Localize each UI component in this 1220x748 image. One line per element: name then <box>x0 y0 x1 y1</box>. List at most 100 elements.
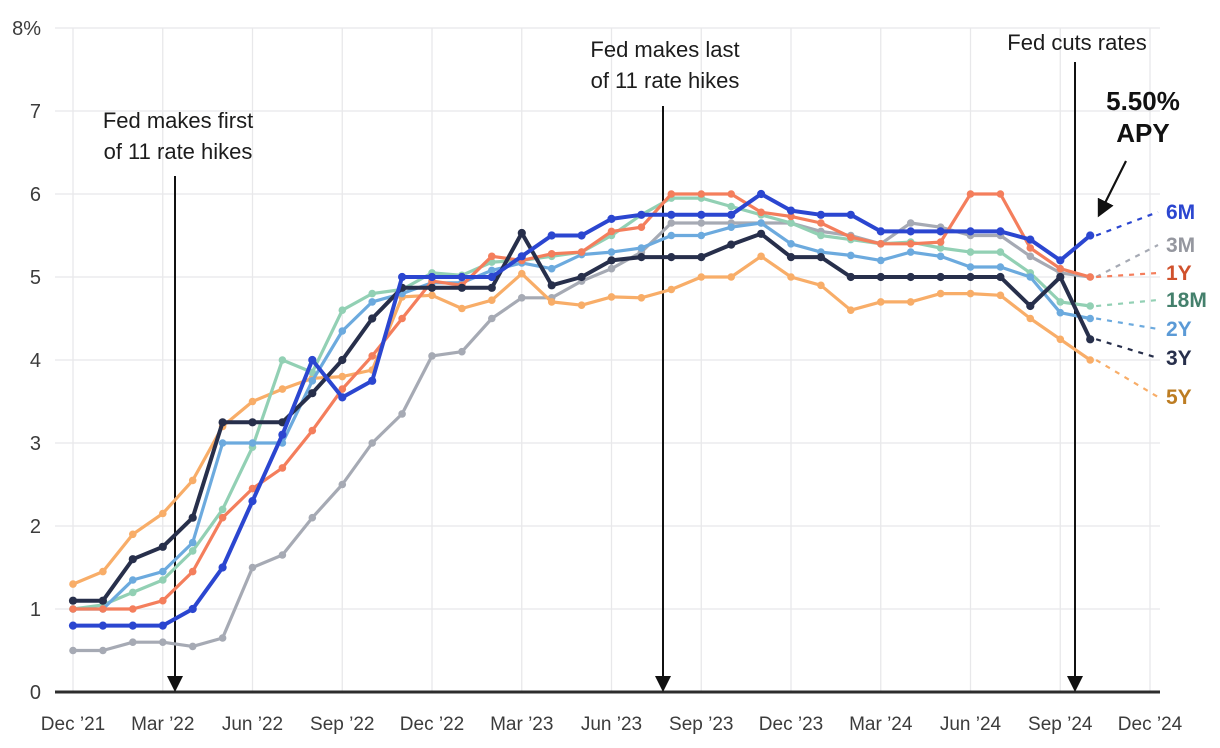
series-point-3Y <box>517 228 526 238</box>
legend-leader-5Y <box>1095 359 1159 398</box>
series-point-5Y <box>428 291 436 300</box>
series-point-5Y <box>847 306 855 315</box>
legend-label-5Y: 5Y <box>1166 386 1192 409</box>
series-point-18M <box>1056 298 1065 306</box>
series-point-6M <box>218 563 227 572</box>
series-point-2Y <box>757 219 765 227</box>
series-point-18M <box>159 576 167 584</box>
series-point-6M <box>308 355 317 365</box>
legend-leader-6M <box>1095 210 1159 237</box>
series-point-1Y <box>607 227 616 236</box>
series-point-6M <box>607 214 616 223</box>
event-text-line: Fed cuts rates <box>1007 30 1146 55</box>
legend-leader-3M <box>1095 244 1159 278</box>
series-point-1Y <box>877 240 885 248</box>
series-point-6M <box>338 393 347 402</box>
y-tick-label-3: 3 <box>30 433 41 455</box>
series-point-1Y <box>637 223 646 231</box>
series-point-2Y <box>936 252 945 261</box>
y-tick-label-0: 0 <box>30 682 41 704</box>
rate-callout-arrow <box>1097 160 1127 218</box>
series-point-6M <box>457 272 466 282</box>
series-point-3M <box>428 352 436 360</box>
series-point-3M <box>188 642 197 651</box>
series-point-5Y <box>547 298 556 306</box>
series-point-1Y <box>278 464 287 472</box>
series-point-3Y <box>427 283 437 292</box>
series-point-1Y <box>338 385 347 393</box>
series-point-1Y <box>129 605 137 613</box>
series-point-3Y <box>1026 301 1035 311</box>
series-point-6M <box>278 430 287 439</box>
y-tick-label-6: 6 <box>30 184 41 206</box>
series-point-2Y <box>667 231 676 240</box>
series-point-1Y <box>218 513 227 522</box>
series-6M <box>68 189 1095 630</box>
legend-leader-2Y <box>1095 317 1159 331</box>
series-point-3Y <box>218 418 227 427</box>
series-point-6M <box>697 210 706 219</box>
series-point-3Y <box>457 283 466 292</box>
legend-label-1Y: 1Y <box>1166 262 1192 285</box>
series-line-3M <box>71 221 1092 653</box>
series-point-6M <box>1026 235 1035 244</box>
series-point-6M <box>906 227 915 236</box>
series-point-3Y <box>727 240 736 249</box>
series-point-5Y <box>996 291 1005 300</box>
series-point-5Y <box>936 289 945 298</box>
event-text-line: Fed makes first <box>103 108 253 133</box>
x-tick-label-10: Jun ’24 <box>940 714 1002 735</box>
series-point-2Y <box>787 240 795 248</box>
series-point-6M <box>128 621 137 630</box>
series-point-1Y <box>159 596 167 605</box>
series-point-3Y <box>547 281 556 290</box>
event-annotation-1: Fed makes last of 11 rate hikes <box>590 37 740 692</box>
series-point-6M <box>68 621 78 630</box>
series-point-1Y <box>1086 273 1094 281</box>
series-point-6M <box>637 210 646 219</box>
legend-label-6M: 6M <box>1166 201 1195 224</box>
series-point-3Y <box>846 272 855 282</box>
series-point-3Y <box>936 272 945 282</box>
series-point-5Y <box>188 476 197 485</box>
series-point-6M <box>98 621 107 630</box>
series-point-1Y <box>966 190 975 198</box>
series-point-18M <box>218 505 227 514</box>
series-point-3M <box>697 219 706 227</box>
series-point-1Y <box>368 352 377 360</box>
series-point-6M <box>876 227 885 236</box>
series-point-1Y <box>188 567 197 576</box>
series-point-6M <box>786 206 796 215</box>
legend-label-18M: 18M <box>1166 289 1207 312</box>
series-point-6M <box>188 604 197 614</box>
series-point-1Y <box>248 484 257 493</box>
series-point-2Y <box>488 266 496 275</box>
event-arrowhead <box>167 676 183 692</box>
series-point-2Y <box>129 576 137 584</box>
event-arrowhead <box>1067 676 1083 692</box>
legend-2Y: 2Y <box>1095 317 1192 341</box>
series-point-1Y <box>936 238 945 246</box>
series-point-3M <box>338 480 347 489</box>
series-3M <box>69 219 1094 655</box>
series-point-3M <box>308 513 317 522</box>
series-point-3M <box>248 563 257 572</box>
series-point-5Y <box>966 289 975 298</box>
grid-layer <box>55 27 1160 692</box>
series-point-6M <box>996 227 1005 236</box>
event-text-line: of 11 rate hikes <box>591 68 740 93</box>
series-point-1Y <box>577 248 586 256</box>
x-tick-label-3: Sep ’22 <box>310 714 374 735</box>
series-point-5Y <box>129 530 137 539</box>
series-5Y <box>69 252 1094 588</box>
series-point-3M <box>129 638 137 646</box>
series-point-3Y <box>816 253 826 262</box>
x-tick-label-4: Dec ’22 <box>400 714 464 735</box>
legend-18M: 18M <box>1096 289 1207 312</box>
series-point-1Y <box>847 233 855 241</box>
series-point-6M <box>158 621 167 630</box>
series-point-3Y <box>368 314 377 323</box>
